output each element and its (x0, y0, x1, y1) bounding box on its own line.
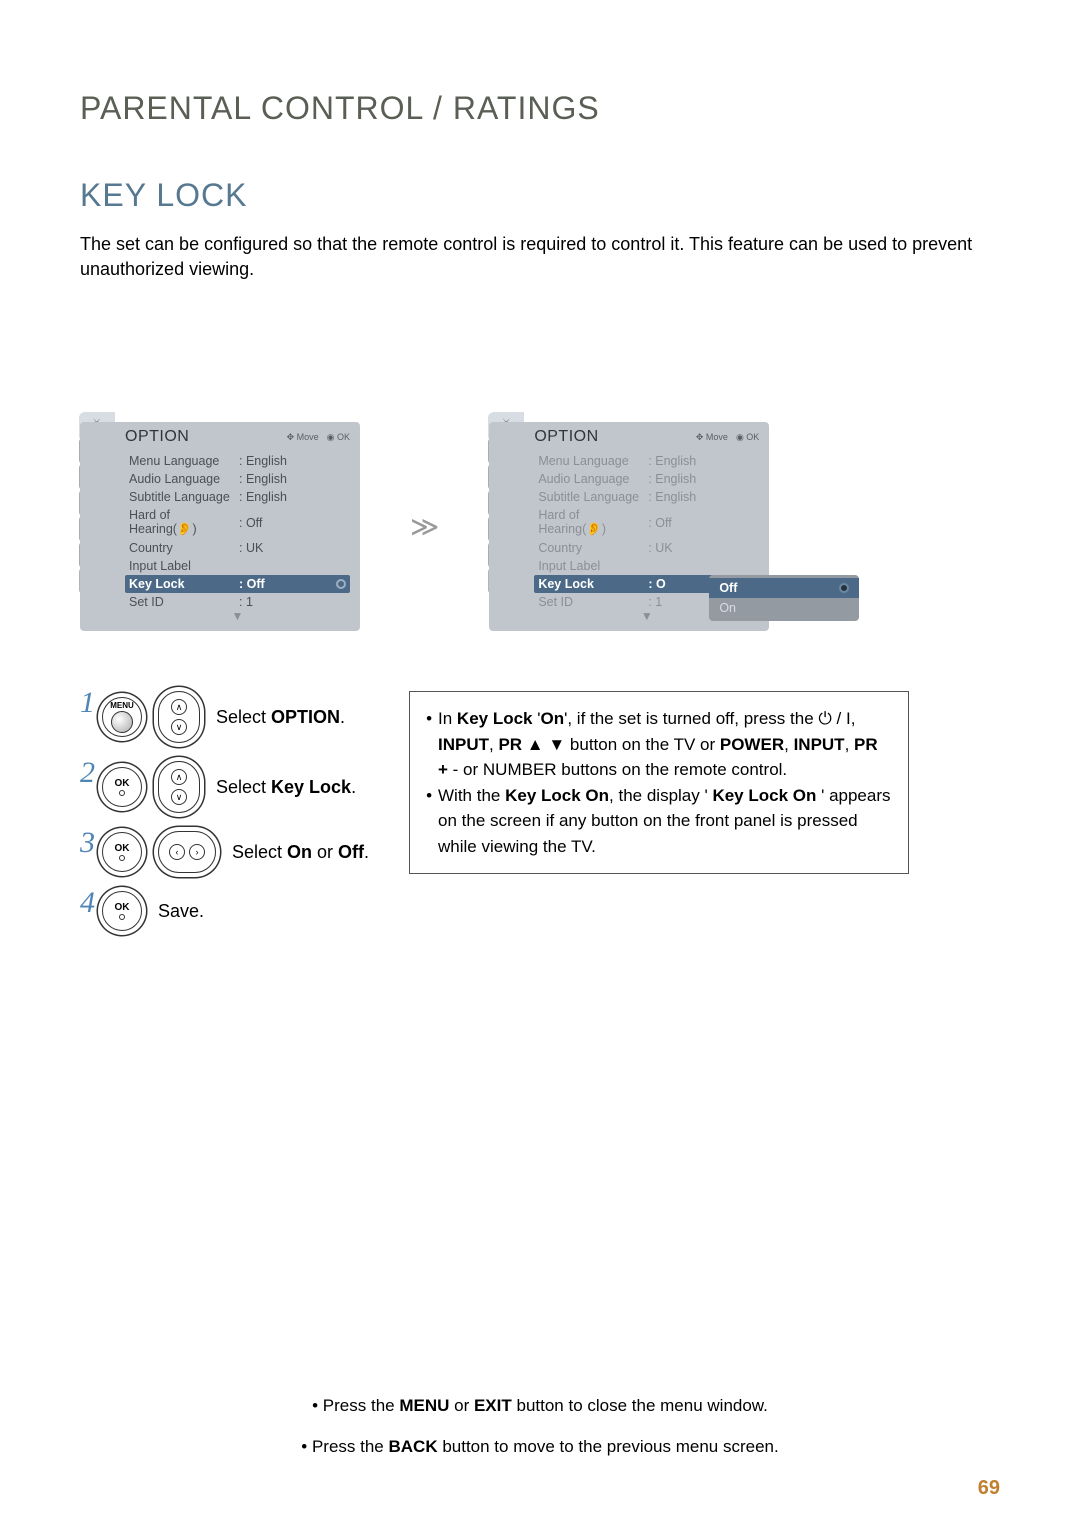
info-box: In Key Lock 'On', if the set is turned o… (409, 691, 909, 874)
info-bullet: With the Key Lock On, the display ' Key … (426, 783, 892, 860)
menu-item: Country: UK (125, 539, 350, 557)
menu-item: Menu Language: English (534, 452, 759, 470)
option-menu-after: 📺 🖼 🔊 🕐 ⚙ 📺 🔒 OPTION ✥ Move ◉ OK (489, 422, 769, 631)
menu-hints: ✥ Move ◉ OK (287, 432, 350, 443)
menu-item: Input Label (534, 557, 759, 575)
steps-and-info: 1 MENU ∧∨ Select OPTION. 2 OK ∧∨ (80, 691, 1000, 931)
section-title: KEY LOCK (80, 177, 1000, 214)
step-number: 1 (80, 691, 92, 715)
step-4: 4 OK Save. (80, 891, 369, 931)
step-text: Select OPTION. (216, 707, 345, 728)
step-text: Select On or Off. (232, 842, 369, 863)
menu-header: OPTION ✥ Move ◉ OK (534, 428, 759, 446)
menu-title: OPTION (534, 428, 598, 446)
popup-option-selected: Off (709, 578, 859, 598)
menu-item: Menu Language: English (125, 452, 350, 470)
menu-item: Hard of Hearing(👂): Off (534, 506, 759, 539)
remote-dpad-horizontal-icon: ‹› (158, 831, 216, 873)
bottom-notes: Press the MENU or EXIT button to close t… (0, 1386, 1080, 1468)
step-number: 4 (80, 891, 92, 915)
option-menu-before: 📺 🖼 🔊 🕐 ⚙ 📺 🔒 OPTION ✥ Move ◉ OK (80, 422, 360, 631)
scroll-down-icon: ▼ (125, 609, 350, 623)
menu-item: Audio Language: English (534, 470, 759, 488)
step-1: 1 MENU ∧∨ Select OPTION. (80, 691, 369, 743)
manual-page: PARENTAL CONTROL / RATINGS KEY LOCK The … (0, 0, 1080, 971)
steps-list: 1 MENU ∧∨ Select OPTION. 2 OK ∧∨ (80, 691, 369, 931)
remote-ok-button-icon: OK (102, 891, 142, 931)
menu-title: OPTION (125, 428, 189, 446)
remote-menu-button-icon: MENU (102, 697, 142, 737)
remote-ok-button-icon: OK (102, 767, 142, 807)
menu-item: Audio Language: English (125, 470, 350, 488)
bottom-note: Press the BACK button to move to the pre… (0, 1427, 1080, 1468)
bottom-note: Press the MENU or EXIT button to close t… (0, 1386, 1080, 1427)
intro-text: The set can be configured so that the re… (80, 232, 1000, 282)
step-number: 2 (80, 761, 92, 785)
step-3: 3 OK ‹› Select On or Off. (80, 831, 369, 873)
menu-hints: ✥ Move ◉ OK (696, 432, 759, 443)
keylock-popup: Off On (709, 575, 859, 621)
selection-dot-icon (839, 583, 849, 593)
step-number: 3 (80, 831, 92, 855)
menu-screenshots-row: 📺 🖼 🔊 🕐 ⚙ 📺 🔒 OPTION ✥ Move ◉ OK (80, 422, 1000, 631)
menu-item: Subtitle Language: English (534, 488, 759, 506)
transition-arrow-icon: ≫ (410, 510, 439, 543)
popup-option: On (709, 598, 859, 618)
menu-item-selected: Key Lock: Off (125, 575, 350, 593)
selection-dot-icon (336, 579, 346, 589)
remote-ok-button-icon: OK (102, 832, 142, 872)
page-number: 69 (978, 1477, 1000, 1500)
info-bullet: In Key Lock 'On', if the set is turned o… (426, 706, 892, 783)
menu-item: Hard of Hearing(👂): Off (125, 506, 350, 539)
step-text: Select Key Lock. (216, 777, 356, 798)
menu-item: Country: UK (534, 539, 759, 557)
remote-dpad-vertical-icon: ∧∨ (158, 691, 200, 743)
remote-dpad-vertical-icon: ∧∨ (158, 761, 200, 813)
menu-item: Input Label (125, 557, 350, 575)
menu-header: OPTION ✥ Move ◉ OK (125, 428, 350, 446)
chapter-title: PARENTAL CONTROL / RATINGS (80, 90, 1000, 127)
step-2: 2 OK ∧∨ Select Key Lock. (80, 761, 369, 813)
menu-item: Subtitle Language: English (125, 488, 350, 506)
option-menu-panel: OPTION ✥ Move ◉ OK Menu Language: Englis… (80, 422, 360, 631)
step-text: Save. (158, 901, 204, 922)
